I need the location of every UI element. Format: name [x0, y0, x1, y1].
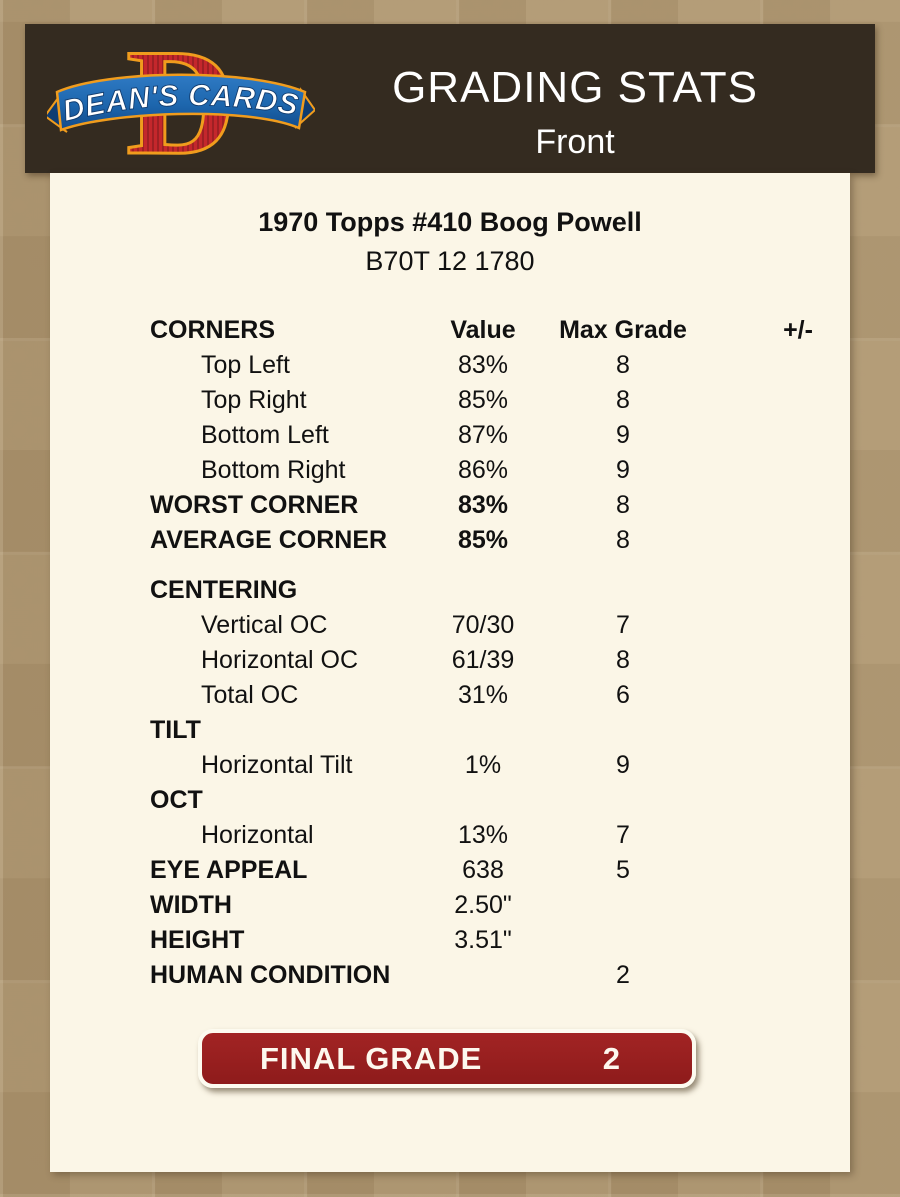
section-label: OCT — [150, 786, 203, 814]
row-value: 638 — [462, 856, 504, 884]
table-row: Bottom Right 86% 9 — [50, 453, 850, 488]
row-label: EYE APPEAL — [150, 856, 308, 884]
row-value: 85% — [457, 386, 509, 414]
table-row: Horizontal 13% 7 — [50, 818, 850, 853]
table-row-width: WIDTH 2.50" — [50, 888, 850, 923]
row-label: Vertical OC — [201, 611, 328, 639]
row-max-grade: 8 — [616, 386, 630, 414]
row-max-grade: 9 — [616, 456, 630, 484]
table-row: Bottom Left 87% 9 — [50, 418, 850, 453]
table-row-average-corner: AVERAGE CORNER 85% 8 — [50, 523, 850, 558]
row-max-grade: 8 — [616, 351, 630, 379]
row-max-grade: 6 — [616, 681, 630, 709]
stats-table: CORNERS Value Max Grade +/- Top Left 83%… — [50, 313, 850, 993]
final-grade-value: 2 — [602, 1040, 620, 1076]
card-title: 1970 Topps #410 Boog Powell — [258, 207, 642, 237]
card-serial: B70T 12 1780 — [365, 246, 535, 276]
row-max-grade: 8 — [616, 526, 630, 554]
row-value: 85% — [457, 526, 509, 554]
report-card: 1970 Topps #410 Boog Powell B70T 12 1780… — [50, 173, 850, 1172]
row-label: Top Left — [201, 351, 290, 379]
row-value: 2.50" — [454, 891, 512, 919]
page-subtitle: Front — [535, 123, 615, 161]
row-label: Horizontal — [201, 821, 314, 849]
row-max-grade: 2 — [616, 961, 630, 989]
section-row-centering: CENTERING — [50, 573, 850, 608]
column-header-corners: CORNERS — [150, 316, 276, 344]
column-header-max-grade: Max Grade — [559, 316, 687, 344]
row-max-grade: 8 — [616, 491, 630, 519]
row-label: AVERAGE CORNER — [150, 526, 388, 554]
section-label: TILT — [150, 716, 201, 744]
table-row-height: HEIGHT 3.51" — [50, 923, 850, 958]
table-row-eye-appeal: EYE APPEAL 638 5 — [50, 853, 850, 888]
section-row-oct: OCT — [50, 783, 850, 818]
row-label: WORST CORNER — [150, 491, 359, 519]
deans-cards-logo: D DEAN'S CARDS — [47, 28, 315, 170]
table-row: Total OC 31% 6 — [50, 678, 850, 713]
row-label: Bottom Right — [201, 456, 346, 484]
row-value: 31% — [457, 681, 509, 709]
table-row: Horizontal OC 61/39 8 — [50, 643, 850, 678]
row-max-grade: 8 — [616, 646, 630, 674]
row-max-grade: 9 — [616, 421, 630, 449]
table-row-worst-corner: WORST CORNER 83% 8 — [50, 488, 850, 523]
row-max-grade: 7 — [616, 611, 630, 639]
row-label: Total OC — [201, 681, 299, 709]
header-titles: GRADING STATS Front — [315, 64, 835, 164]
header-bar: D DEAN'S CARDS GRADING STATS Front — [25, 24, 875, 173]
row-max-grade: 5 — [616, 856, 630, 884]
row-value: 83% — [457, 351, 509, 379]
row-value: 86% — [457, 456, 509, 484]
row-value: 13% — [457, 821, 509, 849]
section-row-tilt: TILT — [50, 713, 850, 748]
row-max-grade: 9 — [616, 751, 630, 779]
row-value: 70/30 — [451, 611, 515, 639]
table-header-row: CORNERS Value Max Grade +/- — [50, 313, 850, 348]
column-header-plus-minus: +/- — [783, 316, 813, 344]
table-row: Horizontal Tilt 1% 9 — [50, 748, 850, 783]
table-row: Top Left 83% 8 — [50, 348, 850, 383]
row-label: WIDTH — [150, 891, 232, 919]
table-row-human-condition: HUMAN CONDITION 2 — [50, 958, 850, 993]
row-value: 1% — [464, 751, 502, 779]
section-label: CENTERING — [150, 576, 298, 604]
row-label: HUMAN CONDITION — [150, 961, 391, 989]
row-label: Top Right — [201, 386, 307, 414]
row-label: HEIGHT — [150, 926, 245, 954]
row-value: 87% — [457, 421, 509, 449]
final-grade-button[interactable]: FINAL GRADE 2 — [198, 1029, 696, 1088]
row-value: 61/39 — [451, 646, 515, 674]
row-label: Horizontal OC — [201, 646, 358, 674]
page-title: GRADING STATS — [392, 63, 758, 112]
row-max-grade: 7 — [616, 821, 630, 849]
row-value: 3.51" — [454, 926, 512, 954]
row-label: Bottom Left — [201, 421, 329, 449]
table-row: Top Right 85% 8 — [50, 383, 850, 418]
row-value: 83% — [457, 491, 509, 519]
row-label: Horizontal Tilt — [201, 751, 353, 779]
column-header-value: Value — [450, 316, 516, 344]
final-grade-label: FINAL GRADE — [260, 1040, 483, 1076]
table-row: Vertical OC 70/30 7 — [50, 608, 850, 643]
